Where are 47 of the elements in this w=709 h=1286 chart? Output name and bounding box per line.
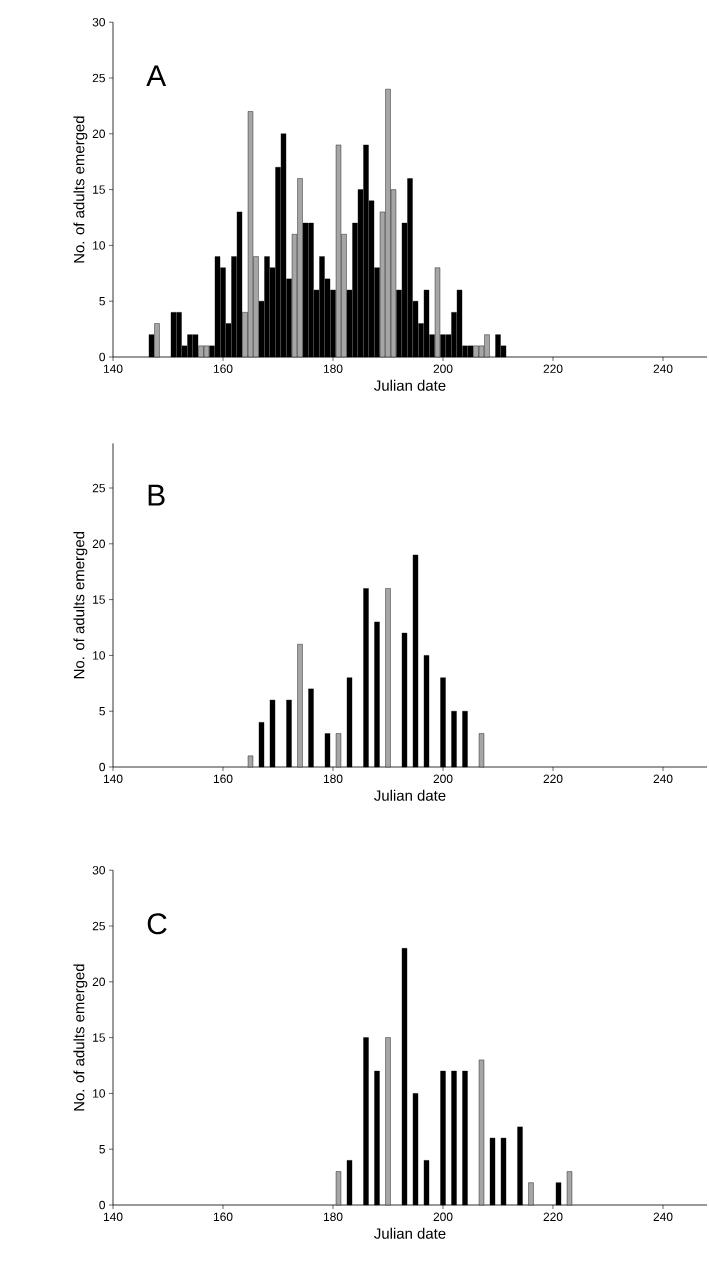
x-tick-label: 220 bbox=[543, 774, 563, 783]
y-tick-label: 25 bbox=[92, 921, 105, 931]
x-tick-label: 160 bbox=[213, 1212, 233, 1221]
x-tick-label: 200 bbox=[433, 364, 453, 373]
x-tick-label: 220 bbox=[543, 364, 563, 373]
y-axis-title: No. of adults emerged bbox=[73, 116, 88, 263]
x-tick-label: 140 bbox=[103, 774, 123, 783]
y-tick-label: 10 bbox=[93, 651, 106, 660]
y-tick-label: 25 bbox=[92, 73, 105, 83]
y-tick-label: 15 bbox=[93, 185, 105, 194]
y-tick-label: 5 bbox=[99, 707, 105, 716]
x-tick-label: 160 bbox=[213, 774, 233, 783]
x-tick-label: 180 bbox=[323, 364, 343, 373]
y-tick-label: 20 bbox=[92, 539, 106, 549]
x-tick-label: 140 bbox=[103, 364, 123, 373]
x-tick-label: 240 bbox=[653, 1212, 673, 1221]
x-tick-label: 240 bbox=[653, 364, 673, 373]
y-tick-label: 20 bbox=[92, 977, 106, 987]
y-tick-label: 5 bbox=[99, 297, 105, 306]
annotation: A bbox=[146, 65, 167, 87]
x-tick-label: 200 bbox=[433, 1212, 453, 1221]
annotation: B bbox=[148, 484, 165, 506]
x-tick-label: 200 bbox=[433, 774, 453, 783]
y-tick-label: 10 bbox=[93, 241, 106, 250]
y-tick-label: 30 bbox=[92, 17, 106, 27]
y-tick-label: 0 bbox=[99, 762, 106, 772]
x-axis-title: Julian date bbox=[374, 789, 446, 801]
annotation: C bbox=[147, 913, 167, 935]
x-tick-label: 240 bbox=[653, 774, 673, 783]
y-tick-label: 30 bbox=[92, 865, 106, 875]
x-axis-title: Julian date bbox=[374, 1227, 446, 1239]
x-tick-label: 220 bbox=[543, 1212, 563, 1221]
y-tick-label: 5 bbox=[99, 1145, 105, 1154]
x-tick-label: 180 bbox=[323, 1212, 343, 1221]
x-tick-label: 160 bbox=[213, 364, 233, 373]
y-tick-label: 20 bbox=[92, 129, 106, 139]
x-axis-title: Julian date bbox=[374, 379, 446, 391]
y-tick-label: 0 bbox=[99, 352, 106, 362]
y-axis-title: No. of adults emerged bbox=[73, 964, 88, 1111]
y-axis-title: No. of adults emerged bbox=[73, 531, 88, 679]
y-tick-label: 15 bbox=[93, 595, 105, 604]
x-tick-label: 140 bbox=[103, 1212, 123, 1221]
y-tick-label: 10 bbox=[93, 1089, 106, 1098]
y-tick-label: 15 bbox=[93, 1033, 105, 1042]
x-tick-label: 180 bbox=[323, 774, 343, 783]
y-tick-label: 0 bbox=[99, 1200, 106, 1210]
y-tick-label: 25 bbox=[92, 483, 105, 493]
